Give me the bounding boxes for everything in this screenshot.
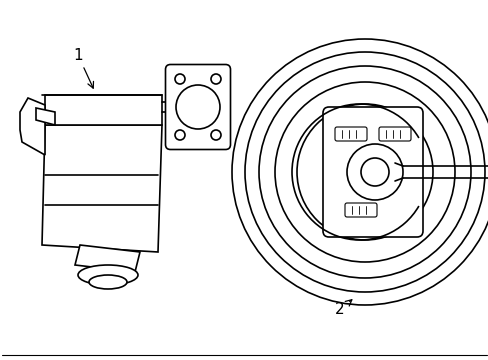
Circle shape [176,85,220,129]
Circle shape [210,74,221,84]
Circle shape [296,104,432,240]
Circle shape [259,66,470,278]
Ellipse shape [89,275,127,289]
Text: 2: 2 [334,300,351,318]
Circle shape [175,74,184,84]
Polygon shape [36,108,55,125]
FancyBboxPatch shape [323,107,422,237]
Polygon shape [42,125,162,252]
Circle shape [210,130,221,140]
Circle shape [244,52,484,292]
FancyBboxPatch shape [334,127,366,141]
Circle shape [360,158,388,186]
FancyBboxPatch shape [165,64,230,149]
Circle shape [231,39,488,305]
Circle shape [175,130,184,140]
Text: 1: 1 [73,48,93,88]
Polygon shape [75,245,140,272]
Ellipse shape [78,265,138,285]
Polygon shape [45,95,162,125]
FancyBboxPatch shape [345,203,376,217]
Polygon shape [20,98,45,155]
Circle shape [274,82,454,262]
FancyBboxPatch shape [378,127,410,141]
Circle shape [346,144,402,200]
